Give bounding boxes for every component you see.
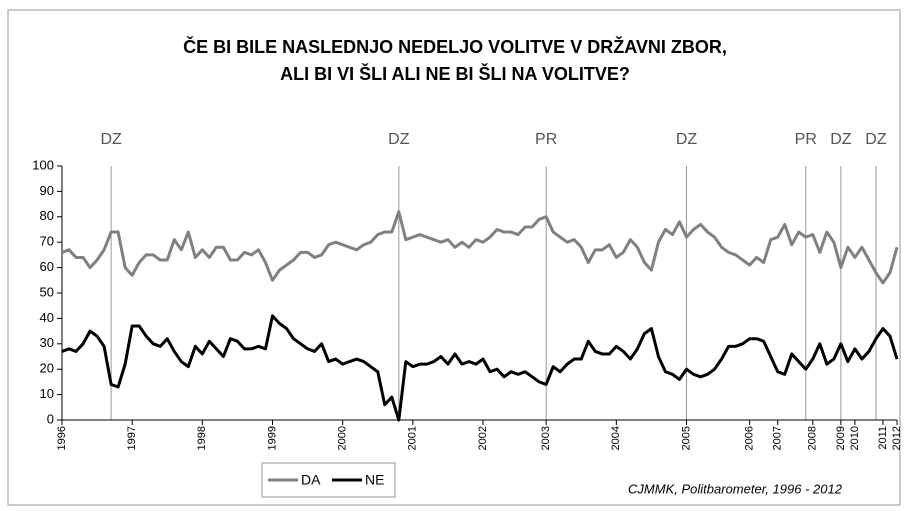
y-tick-label: 40 bbox=[40, 310, 54, 325]
y-tick-label: 90 bbox=[40, 183, 54, 198]
annotation: DZ bbox=[676, 131, 698, 148]
data-line bbox=[61, 210, 899, 285]
annotation: PR bbox=[795, 131, 817, 148]
y-tick-label: 50 bbox=[40, 284, 54, 299]
chart-title: ČE BI BILE NASLEDNJO NEDELJO VOLITVE V D… bbox=[183, 36, 727, 57]
y-tick-label: 10 bbox=[40, 386, 54, 401]
annotation: DZ bbox=[388, 131, 410, 148]
y-tick-label: 20 bbox=[40, 361, 54, 376]
x-tick-label: 2001 bbox=[407, 426, 419, 450]
y-tick-label: 0 bbox=[47, 411, 54, 426]
x-tick-label: 1999 bbox=[266, 426, 278, 450]
y-tick-label: 60 bbox=[40, 259, 54, 274]
x-tick-label: 2012 bbox=[891, 426, 903, 450]
source-note: CJMMK, Politbarometer, 1996 - 2012 bbox=[628, 481, 843, 496]
x-tick-label: 1997 bbox=[126, 426, 138, 450]
legend-label: DA bbox=[301, 472, 321, 488]
data-line bbox=[61, 314, 899, 422]
x-tick-label: 2011 bbox=[877, 426, 889, 450]
x-tick-label: 2006 bbox=[744, 426, 756, 450]
x-tick-label: 2003 bbox=[540, 426, 552, 450]
x-tick-label: 2002 bbox=[477, 426, 489, 450]
x-tick-label: 2005 bbox=[680, 426, 692, 450]
x-tick-label: 2010 bbox=[849, 426, 861, 450]
x-tick-label: 2009 bbox=[835, 426, 847, 450]
y-tick-label: 80 bbox=[40, 208, 54, 223]
x-tick-label: 2000 bbox=[337, 426, 349, 450]
chart-title: ALI BI VI ŠLI ALI NE BI ŠLI NA VOLITVE? bbox=[280, 63, 630, 84]
legend-label: NE bbox=[365, 472, 384, 488]
annotation: PR bbox=[535, 131, 557, 148]
annotation: DZ bbox=[830, 131, 852, 148]
x-tick-label: 2007 bbox=[772, 426, 784, 450]
x-tick-label: 1996 bbox=[56, 426, 68, 450]
x-tick-label: 2004 bbox=[610, 426, 622, 450]
x-tick-label: 1998 bbox=[196, 426, 208, 450]
annotation: DZ bbox=[865, 131, 887, 148]
y-tick-label: 100 bbox=[32, 157, 54, 172]
annotation: DZ bbox=[100, 131, 122, 148]
y-tick-label: 70 bbox=[40, 234, 54, 249]
y-tick-label: 30 bbox=[40, 335, 54, 350]
x-tick-label: 2008 bbox=[807, 426, 819, 450]
